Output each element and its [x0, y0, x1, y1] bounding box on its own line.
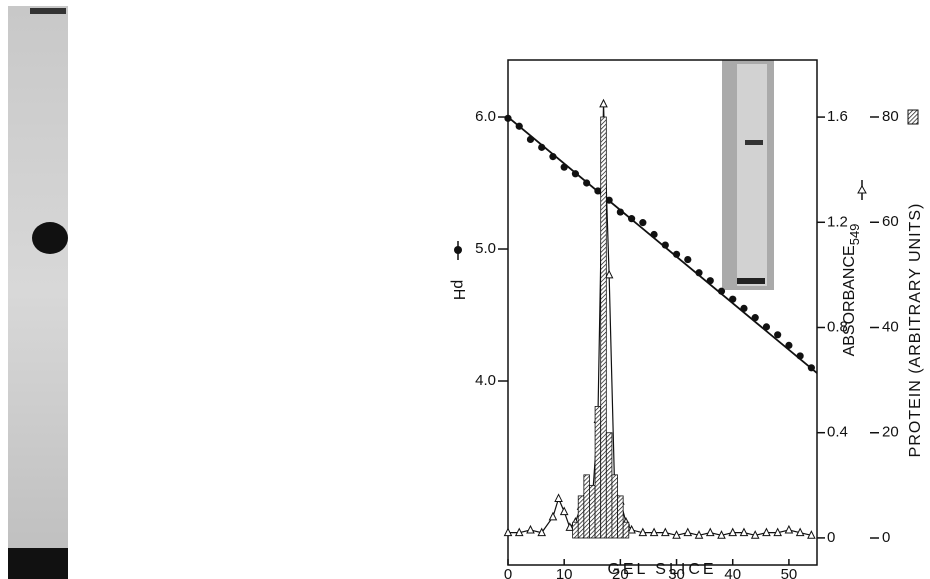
protein-bar: [606, 433, 612, 538]
y-axis-label: pH: [450, 280, 467, 300]
y2-axis-label: ABSORBANCE549: [841, 224, 862, 357]
x-tick-label: 20: [612, 566, 629, 579]
y3-tick-label: 80: [882, 108, 899, 125]
protein-bar: [612, 475, 618, 538]
x-tick-label: 10: [556, 566, 573, 579]
x-tick-label: 50: [781, 566, 798, 579]
y2-axis-label-main: ABSORBANCE: [841, 245, 858, 356]
protein-bar: [601, 117, 607, 538]
y3-tick-label: 0: [882, 529, 890, 546]
y2-tick-label: 1.2: [827, 213, 848, 230]
y3-axis-label: PROTEIN (ARBITRARY UNITS): [907, 203, 924, 458]
y3-tick-label: 60: [882, 213, 899, 230]
absorbance-point: [555, 494, 562, 501]
absorbance-point: [600, 100, 607, 107]
y2-axis-label-sub: 549: [847, 224, 862, 246]
y2-tick-label: 0.4: [827, 424, 848, 441]
x-tick-label: 40: [724, 566, 741, 579]
absorbance-point: [785, 526, 792, 533]
protein-bar: [578, 496, 584, 538]
protein-bar: [618, 496, 624, 538]
y3-tick-label: 40: [882, 318, 899, 335]
y-tick-label: 5.0: [475, 240, 496, 257]
protein-bar: [623, 522, 629, 538]
protein-bar: [573, 522, 579, 538]
gel-photo: [8, 6, 68, 579]
protein-bar: [589, 485, 595, 538]
absorbance-point: [549, 513, 556, 520]
y-tick-label: 4.0: [475, 372, 496, 389]
figure: GEL SLICE pH ABSORBANCE549 PROTEIN (ARBI…: [0, 0, 930, 579]
absorbance-point: [707, 529, 714, 536]
x-tick-label: 0: [504, 566, 512, 579]
y3-tick-label: 20: [882, 424, 899, 441]
y2-tick-label: 0.8: [827, 318, 848, 335]
inset-gel: [722, 60, 774, 290]
ph-point: [684, 256, 691, 263]
y-tick-label: 6.0: [475, 108, 496, 125]
absorbance-point: [561, 508, 568, 515]
y2-tick-label: 1.6: [827, 108, 848, 125]
protein-bar: [595, 406, 601, 538]
absorbance-point: [684, 529, 691, 536]
protein-bar: [584, 475, 590, 538]
y2-tick-label: 0: [827, 529, 835, 546]
x-tick-label: 30: [668, 566, 685, 579]
ph-point: [639, 219, 646, 226]
absorbance-point: [527, 526, 534, 533]
